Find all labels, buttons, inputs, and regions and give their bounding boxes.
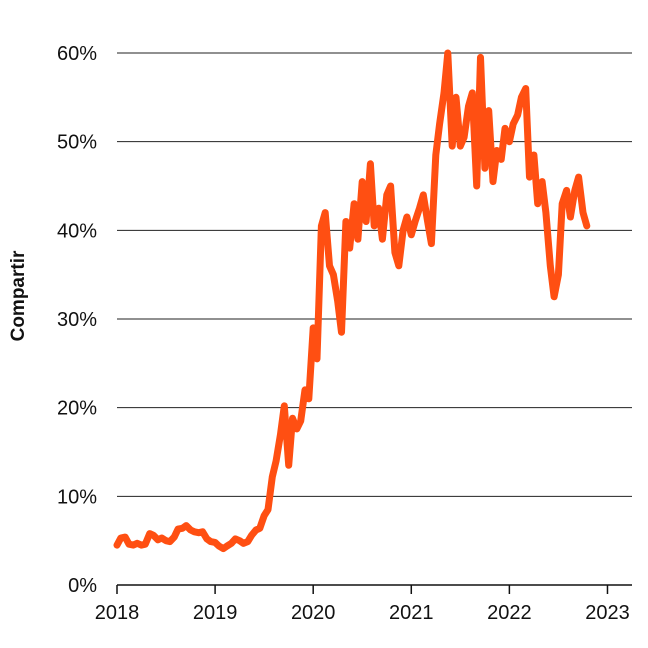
y-tick-label: 0% [68, 575, 97, 597]
series-group [113, 49, 591, 553]
gridlines [117, 52, 632, 497]
x-tick-label: 2020 [291, 602, 336, 624]
x-axis [116, 584, 632, 594]
x-tick-label: 2019 [193, 602, 238, 624]
y-tick-label: 20% [57, 398, 97, 420]
x-tick-label: 2023 [585, 602, 630, 624]
y-tick-label: 60% [57, 43, 97, 65]
x-tick-label: 2018 [95, 602, 140, 624]
y-tick-labels: 0% 10% 20% 30% 40% 50% 60% [57, 43, 97, 597]
y-axis-title: Compartir [8, 250, 29, 341]
y-tick-label: 50% [57, 132, 97, 154]
y-tick-label: 40% [57, 220, 97, 242]
x-tick-label: 2021 [389, 602, 434, 624]
series-line [113, 49, 591, 553]
x-tick-label: 2022 [487, 602, 532, 624]
x-tick-labels: 2018 2019 2020 2021 2022 2023 [95, 602, 630, 624]
y-tick-label: 30% [57, 309, 97, 331]
y-tick-label: 10% [57, 486, 97, 508]
